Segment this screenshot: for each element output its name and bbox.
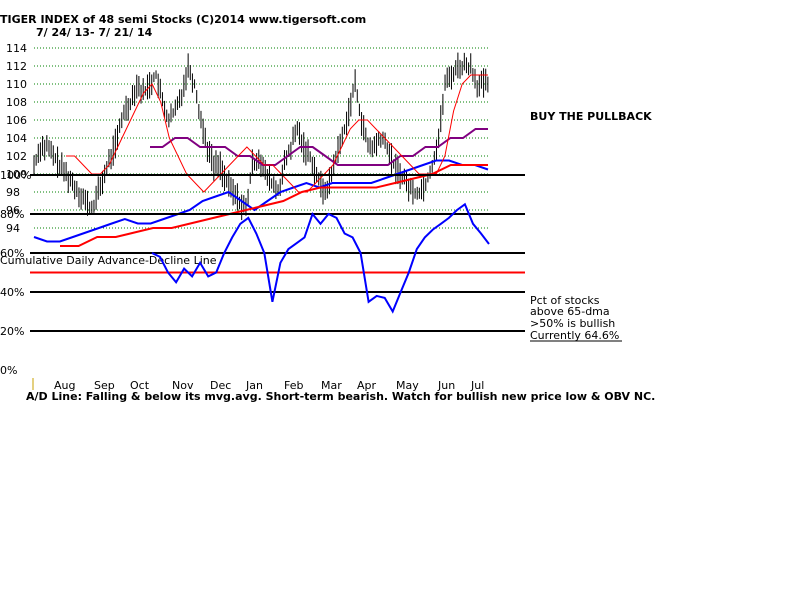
pct-tick-label: 40% <box>0 286 24 299</box>
month-label: Apr <box>357 379 377 392</box>
legend-line-3: Currently 64.6% <box>530 329 619 342</box>
y-tick-label: 104 <box>6 132 27 145</box>
y-tick-label: 110 <box>6 78 27 91</box>
pct-tick-label: 60% <box>0 247 24 260</box>
footer-note: A/D Line: Falling & below its mvg.avg. S… <box>26 390 656 403</box>
month-label: Oct <box>130 379 150 392</box>
buy-note: BUY THE PULLBACK <box>530 110 652 123</box>
y-tick-label: 96 <box>6 204 20 217</box>
chart-title: TIGER INDEX of 48 semi Stocks (C)2014 ww… <box>0 13 367 26</box>
y-tick-label: 106 <box>6 114 27 127</box>
pct-tick-label: 0% <box>0 364 17 377</box>
ma-short-series <box>66 74 488 193</box>
pct-tick-label: 80% <box>0 208 24 221</box>
y-tick-label: 114 <box>6 42 27 55</box>
pct-tick-label: 20% <box>0 325 24 338</box>
ad-mvg-series <box>150 128 488 166</box>
y-tick-label: 98 <box>6 186 20 199</box>
month-label: Dec <box>210 379 231 392</box>
legend-line-1: above 65-dma <box>530 305 610 318</box>
date-range: 7/ 24/ 13- 7/ 21/ 14 <box>36 26 153 39</box>
y-tick-label: 112 <box>6 60 27 73</box>
y-tick-label: 102 <box>6 150 27 163</box>
legend-line-0: Pct of stocks <box>530 294 600 307</box>
ma-long-series <box>60 164 488 247</box>
month-label: Feb <box>284 379 303 392</box>
month-label: Sep <box>94 379 115 392</box>
month-label: Mar <box>321 379 342 392</box>
month-label: Jun <box>437 379 455 392</box>
month-label: Nov <box>172 379 194 392</box>
pct-tick-label: 100% <box>0 169 31 182</box>
pct-series <box>151 202 490 314</box>
month-label: May <box>396 379 419 392</box>
ad-panel-title: Cumulative Daily Advance-Decline Line <box>0 254 217 267</box>
y-tick-label: 100 <box>6 168 27 181</box>
month-label: Aug <box>54 379 75 392</box>
y-tick-label: 94 <box>6 222 20 235</box>
month-label: Jan <box>245 379 263 392</box>
month-label: Jul <box>470 379 484 392</box>
y-tick-label: 108 <box>6 96 27 109</box>
legend-line-2: >50% is bullish <box>530 317 615 330</box>
